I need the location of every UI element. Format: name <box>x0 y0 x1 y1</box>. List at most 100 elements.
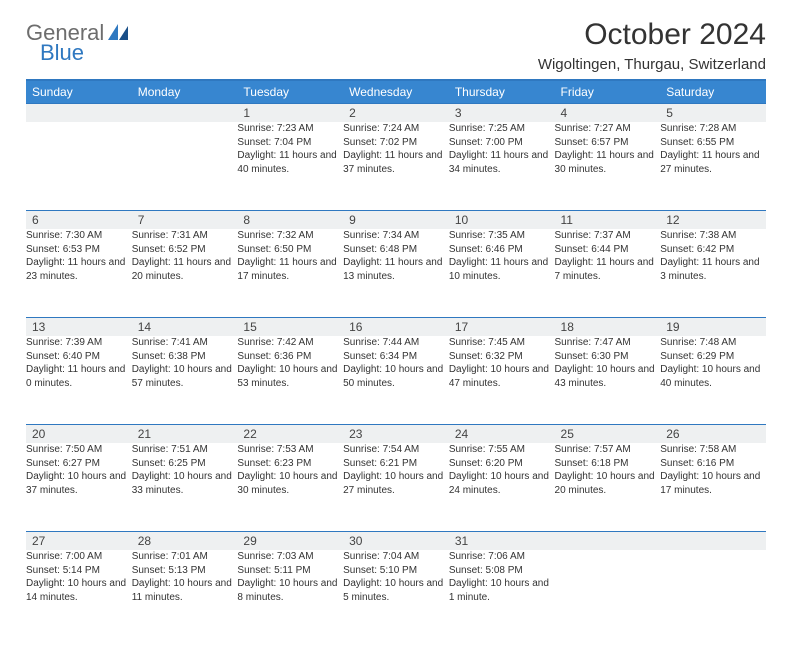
day-content-cell: Sunrise: 7:53 AMSunset: 6:23 PMDaylight:… <box>237 443 343 532</box>
daylight-text: Daylight: 11 hours and 17 minutes. <box>237 256 343 283</box>
daylight-text: Daylight: 11 hours and 30 minutes. <box>555 149 661 176</box>
sunrise-text: Sunrise: 7:27 AM <box>555 122 661 136</box>
day-number: 11 <box>555 211 661 229</box>
day-content-cell: Sunrise: 7:32 AMSunset: 6:50 PMDaylight:… <box>237 229 343 318</box>
calendar-table: Sunday Monday Tuesday Wednesday Thursday… <box>26 79 766 638</box>
day-number-cell: 21 <box>132 425 238 444</box>
sunrise-text: Sunrise: 7:51 AM <box>132 443 238 457</box>
sunrise-text: Sunrise: 7:31 AM <box>132 229 238 243</box>
week-content-row: Sunrise: 7:30 AMSunset: 6:53 PMDaylight:… <box>26 229 766 318</box>
day-number-cell: 15 <box>237 318 343 337</box>
sunset-text: Sunset: 6:18 PM <box>555 457 661 471</box>
sunrise-text: Sunrise: 7:35 AM <box>449 229 555 243</box>
week-content-row: Sunrise: 7:39 AMSunset: 6:40 PMDaylight:… <box>26 336 766 425</box>
day-content-cell <box>555 550 661 638</box>
sunset-text: Sunset: 6:44 PM <box>555 243 661 257</box>
sunset-text: Sunset: 6:53 PM <box>26 243 132 257</box>
day-number-cell: 16 <box>343 318 449 337</box>
daylight-text: Daylight: 11 hours and 0 minutes. <box>26 363 132 390</box>
day-header-row: Sunday Monday Tuesday Wednesday Thursday… <box>26 80 766 104</box>
day-number: 8 <box>237 211 343 229</box>
day-content-cell: Sunrise: 7:48 AMSunset: 6:29 PMDaylight:… <box>660 336 766 425</box>
day-number: 10 <box>449 211 555 229</box>
sunset-text: Sunset: 6:29 PM <box>660 350 766 364</box>
week-numrow: 13141516171819 <box>26 318 766 337</box>
day-content-cell: Sunrise: 7:44 AMSunset: 6:34 PMDaylight:… <box>343 336 449 425</box>
sunrise-text: Sunrise: 7:57 AM <box>555 443 661 457</box>
sunset-text: Sunset: 5:10 PM <box>343 564 449 578</box>
day-number-cell: 19 <box>660 318 766 337</box>
day-number: 29 <box>237 532 343 550</box>
day-number: 20 <box>26 425 132 443</box>
sail-icon <box>108 22 130 44</box>
daylight-text: Daylight: 10 hours and 5 minutes. <box>343 577 449 604</box>
daylight-text: Daylight: 10 hours and 1 minute. <box>449 577 555 604</box>
week-numrow: 6789101112 <box>26 211 766 230</box>
col-fri: Friday <box>555 80 661 104</box>
day-number: 1 <box>237 104 343 122</box>
day-number <box>555 532 661 536</box>
sunset-text: Sunset: 6:32 PM <box>449 350 555 364</box>
logo-line2: Blue <box>40 42 84 64</box>
day-content-cell: Sunrise: 7:23 AMSunset: 7:04 PMDaylight:… <box>237 122 343 211</box>
day-content-cell: Sunrise: 7:39 AMSunset: 6:40 PMDaylight:… <box>26 336 132 425</box>
day-content-cell: Sunrise: 7:24 AMSunset: 7:02 PMDaylight:… <box>343 122 449 211</box>
day-content-cell: Sunrise: 7:54 AMSunset: 6:21 PMDaylight:… <box>343 443 449 532</box>
sunset-text: Sunset: 6:52 PM <box>132 243 238 257</box>
day-number: 12 <box>660 211 766 229</box>
sunrise-text: Sunrise: 7:00 AM <box>26 550 132 564</box>
day-number-cell: 6 <box>26 211 132 230</box>
day-content-cell: Sunrise: 7:57 AMSunset: 6:18 PMDaylight:… <box>555 443 661 532</box>
sunrise-text: Sunrise: 7:32 AM <box>237 229 343 243</box>
sunset-text: Sunset: 6:42 PM <box>660 243 766 257</box>
day-number: 13 <box>26 318 132 336</box>
day-number-cell: 4 <box>555 104 661 123</box>
day-number-cell: 25 <box>555 425 661 444</box>
week-content-row: Sunrise: 7:50 AMSunset: 6:27 PMDaylight:… <box>26 443 766 532</box>
day-content-cell: Sunrise: 7:06 AMSunset: 5:08 PMDaylight:… <box>449 550 555 638</box>
sunrise-text: Sunrise: 7:06 AM <box>449 550 555 564</box>
day-content-cell: Sunrise: 7:04 AMSunset: 5:10 PMDaylight:… <box>343 550 449 638</box>
day-number-cell: 31 <box>449 532 555 551</box>
daylight-text: Daylight: 10 hours and 57 minutes. <box>132 363 238 390</box>
day-number: 30 <box>343 532 449 550</box>
day-number: 25 <box>555 425 661 443</box>
page-title: October 2024 <box>538 18 766 52</box>
day-number: 22 <box>237 425 343 443</box>
day-number: 19 <box>660 318 766 336</box>
day-content-cell: Sunrise: 7:25 AMSunset: 7:00 PMDaylight:… <box>449 122 555 211</box>
sunset-text: Sunset: 6:50 PM <box>237 243 343 257</box>
day-number-cell: 20 <box>26 425 132 444</box>
day-content-cell: Sunrise: 7:47 AMSunset: 6:30 PMDaylight:… <box>555 336 661 425</box>
day-number-cell: 9 <box>343 211 449 230</box>
daylight-text: Daylight: 10 hours and 33 minutes. <box>132 470 238 497</box>
col-mon: Monday <box>132 80 238 104</box>
daylight-text: Daylight: 11 hours and 37 minutes. <box>343 149 449 176</box>
sunrise-text: Sunrise: 7:58 AM <box>660 443 766 457</box>
day-number-cell: 11 <box>555 211 661 230</box>
daylight-text: Daylight: 10 hours and 40 minutes. <box>660 363 766 390</box>
sunset-text: Sunset: 6:20 PM <box>449 457 555 471</box>
sunrise-text: Sunrise: 7:37 AM <box>555 229 661 243</box>
logo: General Blue <box>26 22 130 64</box>
daylight-text: Daylight: 11 hours and 20 minutes. <box>132 256 238 283</box>
sunrise-text: Sunrise: 7:25 AM <box>449 122 555 136</box>
col-sat: Saturday <box>660 80 766 104</box>
day-number: 4 <box>555 104 661 122</box>
location: Wigoltingen, Thurgau, Switzerland <box>538 56 766 73</box>
day-content-cell: Sunrise: 7:31 AMSunset: 6:52 PMDaylight:… <box>132 229 238 318</box>
day-number-cell: 29 <box>237 532 343 551</box>
day-number: 15 <box>237 318 343 336</box>
daylight-text: Daylight: 10 hours and 24 minutes. <box>449 470 555 497</box>
day-number: 14 <box>132 318 238 336</box>
day-number-cell: 22 <box>237 425 343 444</box>
day-content-cell: Sunrise: 7:35 AMSunset: 6:46 PMDaylight:… <box>449 229 555 318</box>
daylight-text: Daylight: 10 hours and 53 minutes. <box>237 363 343 390</box>
sunrise-text: Sunrise: 7:41 AM <box>132 336 238 350</box>
sunset-text: Sunset: 7:00 PM <box>449 136 555 150</box>
sunrise-text: Sunrise: 7:50 AM <box>26 443 132 457</box>
day-number-cell: 3 <box>449 104 555 123</box>
day-content-cell <box>660 550 766 638</box>
col-wed: Wednesday <box>343 80 449 104</box>
day-number-cell: 14 <box>132 318 238 337</box>
